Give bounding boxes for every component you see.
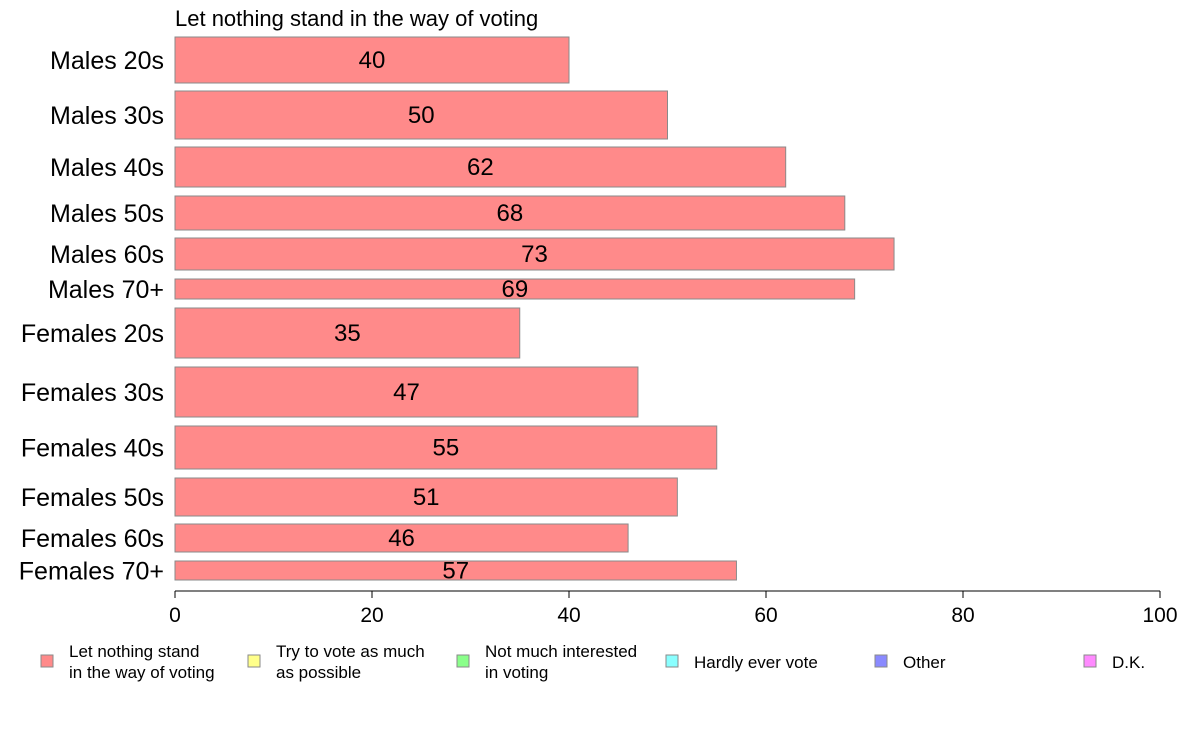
bar-1: [174, 90, 668, 140]
legend-label: Other: [903, 653, 946, 672]
x-tick-label: 80: [951, 604, 974, 627]
value-label: 47: [393, 379, 420, 406]
legend-swatch: [874, 654, 888, 668]
value-label: 73: [521, 241, 548, 268]
bar-5: [174, 278, 856, 300]
bar-4: [174, 237, 895, 271]
value-label: 68: [497, 200, 524, 227]
category-label: Females 30s: [21, 379, 164, 407]
bar-7: [174, 366, 639, 418]
x-tick-label: 60: [754, 604, 777, 627]
legend-label: Hardly ever vote: [694, 653, 818, 672]
value-label: 50: [408, 102, 435, 129]
category-label: Males 20s: [50, 47, 164, 75]
category-label: Females 20s: [21, 320, 164, 348]
value-label: 69: [501, 276, 528, 303]
value-label: 62: [467, 154, 494, 181]
legend-label: Let nothing stand in the way of voting: [69, 642, 215, 682]
value-label: 35: [334, 320, 361, 347]
value-label: 55: [433, 435, 460, 462]
value-label: 51: [413, 484, 440, 511]
bar-2: [174, 146, 787, 188]
category-label: Males 70+: [48, 276, 164, 304]
bar-6: [174, 307, 521, 359]
legend-label: D.K.: [1112, 653, 1145, 672]
category-label: Females 40s: [21, 435, 164, 463]
x-tick-label: 0: [169, 604, 181, 627]
x-axis: 0 20 40 60 80 100: [169, 590, 1178, 627]
chart-title: Let nothing stand in the way of voting: [175, 6, 538, 31]
x-tick-label: 40: [557, 604, 580, 627]
legend-label: Not much interested in voting: [485, 642, 637, 682]
legend-label: Try to vote as much as possible: [276, 642, 425, 682]
legend-swatch: [1083, 654, 1097, 668]
legend-swatch: [40, 654, 54, 668]
bar-9: [174, 477, 678, 517]
value-label: 40: [359, 47, 386, 74]
legend-swatch: [665, 654, 679, 668]
category-label: Females 70+: [19, 558, 164, 586]
x-tick-label: 20: [360, 604, 383, 627]
x-tick-label: 100: [1142, 604, 1177, 627]
bar-11: [174, 560, 737, 581]
category-label: Males 60s: [50, 241, 164, 269]
bars-group: Males 20s 40 Males 30s 50 Males 40s 62 Males 5…: [19, 36, 895, 586]
value-label: 46: [388, 525, 415, 552]
category-label: Females 50s: [21, 484, 164, 512]
legend: Let nothing stand in the way of voting Try…: [40, 642, 1145, 682]
legend-swatch: [456, 654, 470, 668]
bar-8: [174, 425, 718, 470]
category-label: Females 60s: [21, 525, 164, 553]
category-label: Males 50s: [50, 200, 164, 228]
bar-0: [174, 36, 570, 84]
legend-swatch: [247, 654, 261, 668]
bar-10: [174, 523, 629, 553]
bar-3: [174, 195, 846, 231]
value-label: 57: [442, 558, 469, 585]
category-label: Males 40s: [50, 154, 164, 182]
category-label: Males 30s: [50, 102, 164, 130]
